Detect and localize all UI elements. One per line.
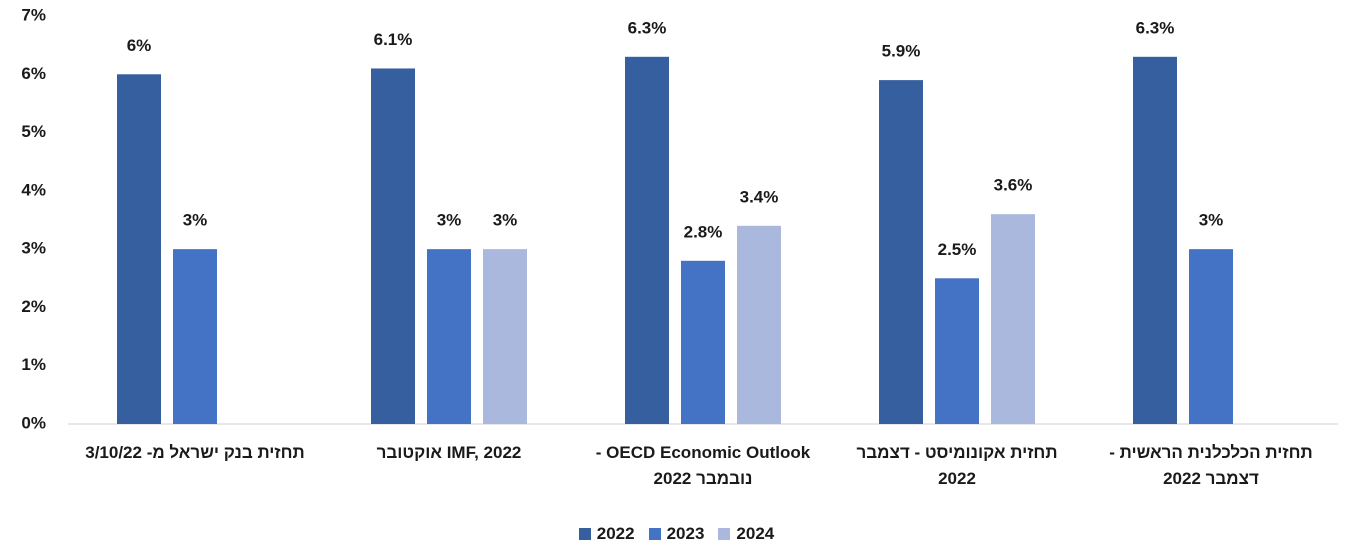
legend-label: 2023 xyxy=(666,524,705,543)
data-label: 2.8% xyxy=(684,222,723,241)
data-label: 5.9% xyxy=(882,42,921,61)
legend-label: 2024 xyxy=(736,524,775,543)
legend-swatch xyxy=(648,528,661,540)
legend-item: 2023 xyxy=(648,524,705,544)
bar xyxy=(625,56,669,425)
x-tick-label: תחזית אקונומיסט - דצמבר 2022 xyxy=(856,443,1058,488)
data-label: 3% xyxy=(1199,211,1224,230)
data-label: 2.5% xyxy=(938,240,977,259)
y-tick-label: 3% xyxy=(21,239,46,258)
legend-swatch xyxy=(718,528,731,540)
bar xyxy=(117,74,161,425)
x-tick-label: IMF, 2022 אוקטובר xyxy=(376,443,522,462)
y-tick-label: 7% xyxy=(21,5,46,24)
data-label: 3.6% xyxy=(994,176,1033,195)
y-tick-label: 0% xyxy=(21,413,46,432)
bar xyxy=(737,225,781,424)
bar xyxy=(173,249,217,424)
y-tick-label: 4% xyxy=(21,180,46,199)
bar xyxy=(427,249,471,424)
legend-swatch xyxy=(578,528,591,540)
data-label: 6.3% xyxy=(628,18,667,37)
data-label: 3.4% xyxy=(740,187,779,206)
y-tick-label: 6% xyxy=(21,64,46,83)
data-label: 3% xyxy=(183,211,208,230)
data-label: 6.3% xyxy=(1136,18,1175,37)
data-label: 3% xyxy=(437,211,462,230)
y-tick-label: 2% xyxy=(21,297,46,316)
y-tick-label: 1% xyxy=(21,355,46,374)
bar xyxy=(1133,56,1177,425)
legend-item: 2022 xyxy=(578,524,635,544)
x-tick-label: OECD Economic Outlook - נובמבר 2022 xyxy=(595,443,811,488)
x-tick-label: תחזית בנק ישראל מ- 3/10/22 xyxy=(85,443,305,462)
legend: 2022 2023 2024 xyxy=(0,524,1353,544)
data-label: 3% xyxy=(493,211,518,230)
legend-label: 2022 xyxy=(596,524,635,543)
bar xyxy=(1189,249,1233,424)
bar xyxy=(483,249,527,424)
bar xyxy=(935,278,979,424)
bar xyxy=(879,80,923,424)
bar xyxy=(991,214,1035,424)
bar xyxy=(681,260,725,424)
y-tick-label: 5% xyxy=(21,122,46,141)
x-tick-label: תחזית הכלכלנית הראשית - דצמבר 2022 xyxy=(1109,443,1313,488)
bar xyxy=(371,68,415,424)
legend-item: 2024 xyxy=(718,524,774,544)
data-label: 6.1% xyxy=(374,30,413,49)
data-label: 6% xyxy=(127,36,152,55)
